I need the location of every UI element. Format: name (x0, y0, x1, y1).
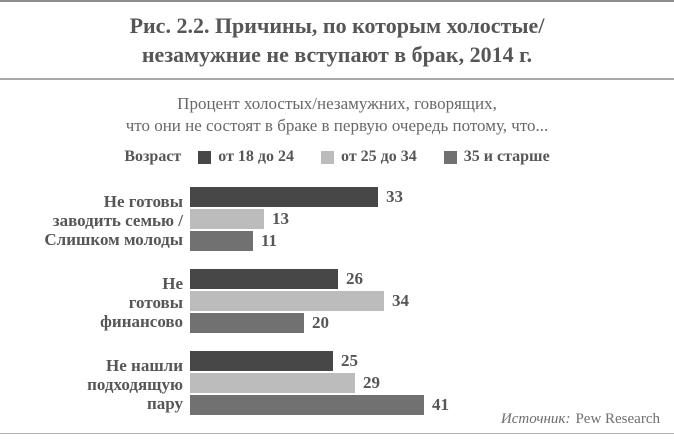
category-label: Не готовы финансово (0, 274, 190, 331)
category-label-line: Не (162, 273, 183, 293)
top-rule (0, 0, 674, 2)
category-label-line: готовы (128, 292, 183, 312)
bar (190, 351, 333, 371)
bar-row: 20 (190, 313, 674, 333)
bar-group: Не готовы финансово 26 34 20 (0, 269, 674, 335)
bar-row: 26 (190, 269, 674, 289)
bar-chart: Не готовы заводить семью / Слишком молоды 3… (0, 187, 674, 417)
legend-item: от 25 до 34 (321, 148, 417, 166)
bar-value-label: 20 (312, 313, 329, 332)
legend-swatch (321, 150, 335, 164)
subtitle-line2: что они не состоят в браке в первую очер… (125, 116, 549, 135)
title-divider (0, 78, 674, 80)
bar (190, 231, 253, 251)
bar (190, 209, 264, 229)
subtitle-line1: Процент холостых/незамужних, говорящих, (177, 94, 497, 113)
figure-title-line2: незамужние не вступают в брак, 2014 г. (141, 42, 533, 67)
bar-stack: 33 13 11 (190, 187, 674, 253)
bar-group: Не готовы заводить семью / Слишком молоды 3… (0, 187, 674, 253)
category-label: Не нашли подходящую пару (0, 356, 190, 413)
bar-value-label: 29 (363, 373, 380, 392)
bar (190, 187, 378, 207)
bar-value-label: 25 (341, 351, 358, 370)
source-line: Источник: Pew Research (501, 411, 660, 428)
bar-row: 34 (190, 291, 674, 311)
legend-item: от 18 до 24 (198, 148, 294, 166)
bar-group: Не нашли подходящую пару 25 29 41 (0, 351, 674, 417)
bar-stack: 26 34 20 (190, 269, 674, 335)
bar-value-label: 33 (386, 187, 403, 206)
legend-label: 35 и старше (463, 148, 550, 165)
bar-value-label: 41 (432, 395, 449, 414)
legend-caption: Возраст (124, 148, 182, 165)
bar (190, 269, 338, 289)
bar-value-label: 26 (346, 269, 363, 288)
bar-row: 41 (190, 395, 674, 415)
legend-item: 35 и старше (443, 148, 550, 166)
category-label-line: Слишком молоды (44, 229, 183, 249)
bar-row: 13 (190, 209, 674, 229)
legend-label: от 18 до 24 (218, 148, 295, 165)
bar (190, 395, 424, 415)
bottom-rule (0, 433, 674, 434)
figure-title-line1: Рис. 2.2. Причины, по которым холостые/ (129, 13, 545, 38)
category-label-line: финансово (100, 311, 183, 331)
category-label-line: подходящую (87, 374, 183, 394)
bar-row: 29 (190, 373, 674, 393)
legend-swatch (443, 150, 457, 164)
source-value: Pew Research (575, 411, 660, 427)
bar (190, 373, 355, 393)
bar-row: 33 (190, 187, 674, 207)
category-label-line: заводить семью / (52, 210, 183, 230)
bar-value-label: 34 (392, 291, 409, 310)
legend-items: от 18 до 24 от 25 до 34 35 и старше (198, 148, 550, 166)
figure-subtitle: Процент холостых/незамужних, говорящих, … (0, 93, 674, 137)
bar-row: 11 (190, 231, 674, 251)
bar-value-label: 13 (272, 209, 289, 228)
bar-stack: 25 29 41 (190, 351, 674, 417)
bar-value-label: 11 (261, 231, 278, 250)
category-label-line: Не готовы (103, 191, 183, 211)
legend-swatch (198, 150, 212, 164)
category-label-line: Не нашли (106, 355, 183, 375)
bar-row: 25 (190, 351, 674, 371)
legend-label: от 25 до 34 (341, 148, 417, 165)
figure-title: Рис. 2.2. Причины, по которым холостые/ … (0, 11, 674, 69)
bar (190, 291, 384, 311)
legend: Возраст от 18 до 24 от 25 до 34 35 и старш… (0, 148, 674, 166)
source-label: Источник: (500, 411, 571, 427)
bar (190, 313, 304, 333)
category-label-line: пару (146, 393, 183, 413)
category-label: Не готовы заводить семью / Слишком молоды (0, 192, 190, 249)
